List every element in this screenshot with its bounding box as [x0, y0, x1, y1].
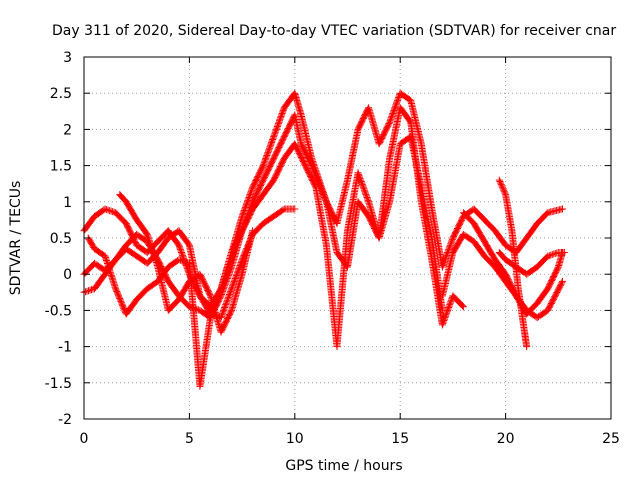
- y-axis-ticks: -2 -1.5 -1 -0.5 0 0.5 1 1.5 2 2.5 3: [45, 50, 611, 428]
- series-markers: [116, 191, 257, 336]
- series-markers: [495, 249, 569, 278]
- data-points: [80, 89, 569, 390]
- y-tick-label: -2: [58, 412, 72, 428]
- series-track-9: [495, 249, 569, 278]
- y-tick-label: -0.5: [45, 303, 72, 319]
- y-tick-label: -1: [58, 340, 72, 356]
- x-tick-label: 0: [80, 431, 89, 447]
- x-tick-label: 25: [602, 431, 620, 447]
- y-tick-label: 0: [63, 267, 72, 283]
- series-track-8: [495, 176, 531, 351]
- y-tick-label: 0.5: [50, 231, 72, 247]
- x-tick-label: 15: [391, 431, 409, 447]
- x-tick-label: 20: [497, 431, 515, 447]
- y-tick-label: -1.5: [45, 376, 72, 392]
- x-tick-label: 5: [185, 431, 194, 447]
- x-axis-label: GPS time / hours: [285, 458, 402, 474]
- y-tick-label: 3: [63, 50, 72, 66]
- series-track-5: [116, 191, 257, 336]
- y-tick-label: 2.5: [50, 86, 72, 102]
- x-axis-ticks: 0 5 10 15 20 25: [80, 57, 620, 447]
- y-tick-label: 1.5: [50, 159, 72, 175]
- y-tick-label: 1: [63, 195, 72, 211]
- x-tick-label: 10: [286, 431, 304, 447]
- y-tick-label: 2: [63, 122, 72, 138]
- series-markers: [495, 176, 531, 351]
- chart-title: Day 311 of 2020, Sidereal Day-to-day VTE…: [52, 23, 616, 39]
- y-axis-label: SDTVAR / TECUs: [8, 181, 24, 296]
